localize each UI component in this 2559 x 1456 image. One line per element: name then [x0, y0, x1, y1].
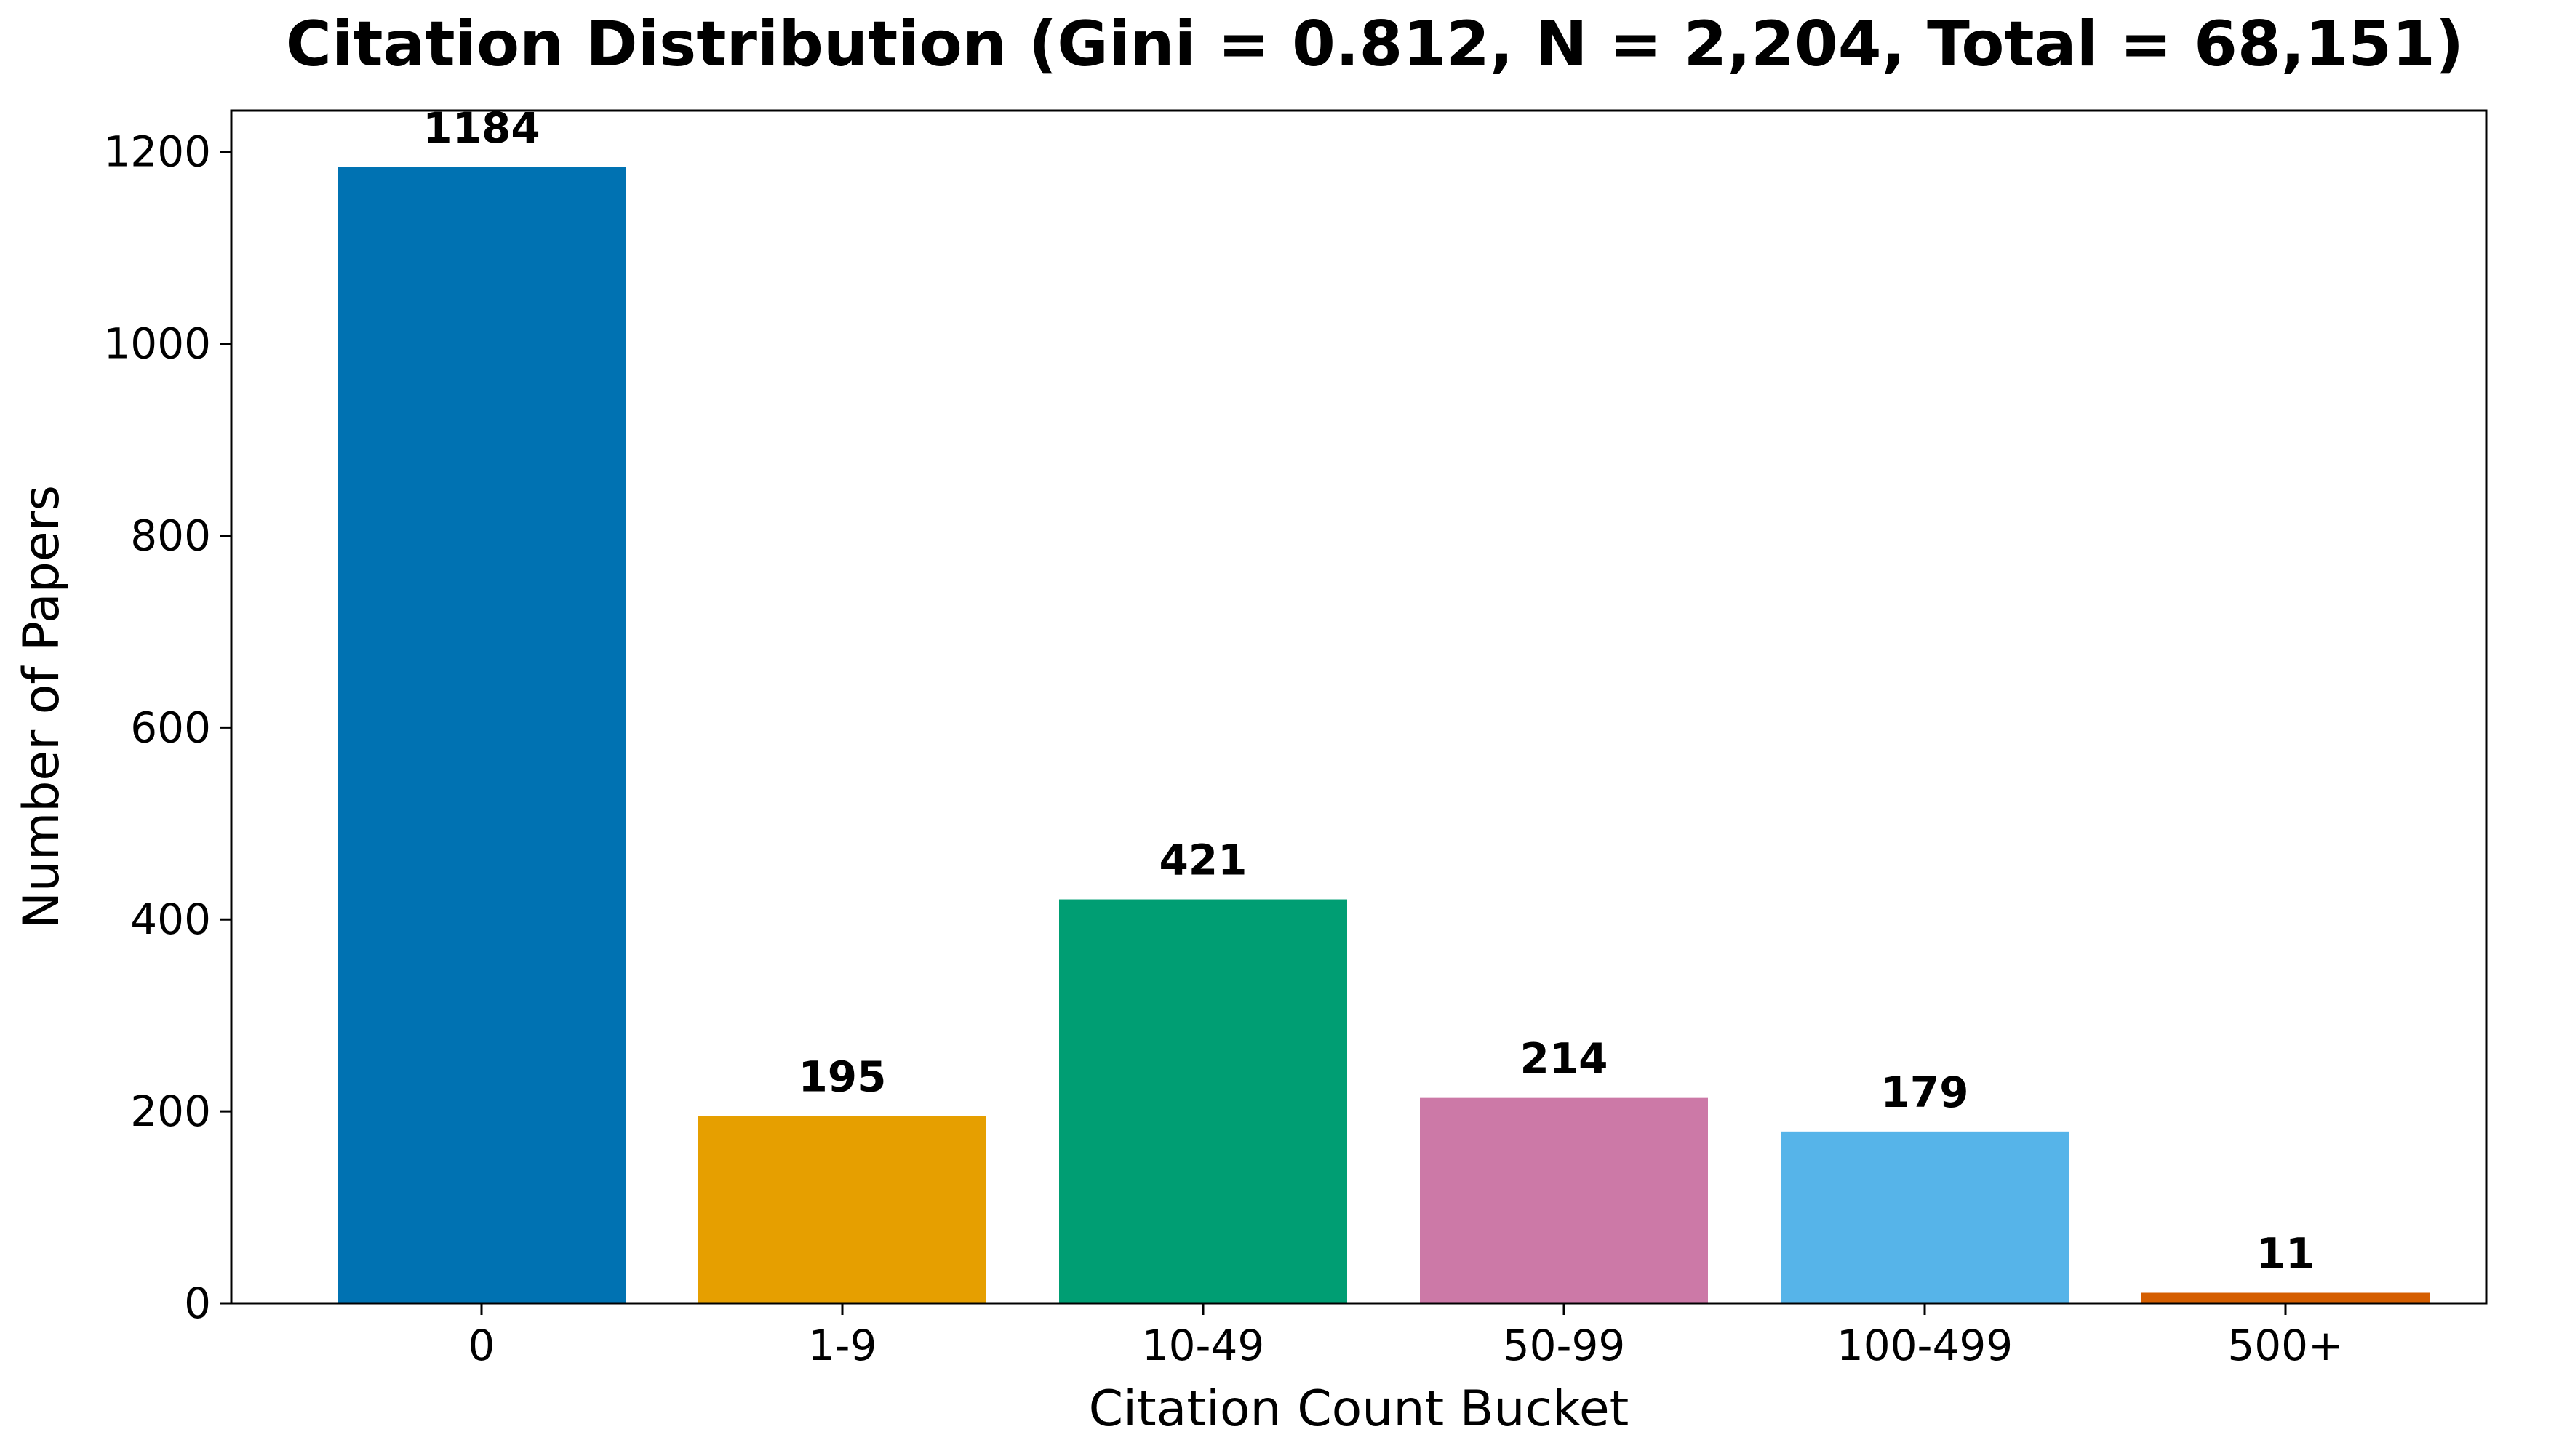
bar-10-49 — [1059, 899, 1347, 1303]
y-axis: 0 200 400 600 800 1000 1200 — [103, 127, 231, 1328]
x-axis-label: Citation Count Bucket — [1089, 1380, 1629, 1438]
bar-0 — [338, 167, 626, 1303]
x-tick-label-1-9: 1-9 — [808, 1321, 877, 1370]
data-label-1-9: 195 — [798, 1052, 886, 1102]
bar-500+ — [2141, 1292, 2430, 1303]
bars-layer — [338, 167, 2430, 1303]
y-tick-label-600: 600 — [130, 703, 211, 752]
data-label-100-499: 179 — [1880, 1068, 1968, 1117]
x-axis: 0 1-9 10-49 50-99 100-499 500+ — [468, 1303, 2344, 1370]
y-axis-label: Number of Papers — [13, 485, 71, 929]
bar-50-99 — [1420, 1097, 1708, 1303]
y-tick-label-1000: 1000 — [103, 319, 211, 369]
y-tick-label-400: 400 — [130, 895, 211, 944]
y-tick-label-800: 800 — [130, 511, 211, 560]
data-label-500+: 11 — [2256, 1228, 2315, 1278]
chart-title: Citation Distribution (Gini = 0.812, N =… — [286, 8, 2464, 81]
x-tick-label-50-99: 50-99 — [1503, 1321, 1626, 1370]
x-tick-label-10-49: 10-49 — [1142, 1321, 1265, 1370]
x-tick-label-500+: 500+ — [2227, 1321, 2343, 1370]
y-tick-label-1200: 1200 — [103, 127, 211, 177]
bar-100-499 — [1781, 1131, 2069, 1303]
bar-1-9 — [698, 1116, 986, 1303]
y-tick-label-0: 0 — [184, 1279, 211, 1328]
x-tick-label-100-499: 100-499 — [1837, 1321, 2013, 1370]
plot-frame — [230, 109, 2488, 1305]
data-label-10-49: 421 — [1159, 836, 1247, 885]
x-tick-label-0: 0 — [468, 1321, 495, 1370]
data-label-50-99: 214 — [1520, 1034, 1608, 1084]
y-tick-label-200: 200 — [130, 1087, 211, 1136]
